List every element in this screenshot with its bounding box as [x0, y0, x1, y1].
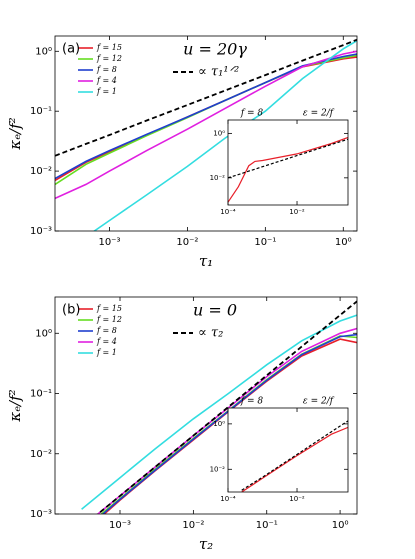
x-tick-label: 10⁻⁴ [220, 495, 236, 503]
y-axis-label: κₑ/f² [6, 389, 24, 422]
y-tick-label: 10⁰ [35, 46, 52, 57]
inset-annotation: ε = 2/f [303, 109, 335, 119]
plot-frame [54, 35, 358, 232]
x-tick-label: 10⁻² [289, 208, 305, 216]
legend-label: f = 15 [96, 43, 122, 52]
series-line [228, 136, 348, 203]
x-tick-label: 10⁻³ [98, 237, 120, 248]
x-tick-label: 10⁻¹ [254, 237, 276, 248]
x-axis-label: τ₁ [199, 252, 213, 270]
x-tick-label: 10⁰ [332, 520, 349, 531]
legend-label: f = 1 [96, 87, 117, 96]
x-tick-label: 10⁻² [289, 495, 305, 503]
legend-label: ∝ τ₂ [198, 326, 223, 341]
inset-background [228, 408, 348, 492]
legend-label: f = 1 [96, 348, 117, 357]
panel-label: (a) [62, 42, 80, 57]
annotation: u = 20γ [183, 40, 247, 59]
inset-background [228, 120, 348, 205]
y-tick-label: 10⁻¹ [30, 106, 52, 117]
series-line [55, 38, 357, 157]
annotation: u = 0 [193, 301, 237, 320]
x-tick-label: 10⁰ [335, 237, 352, 248]
x-tick-label: 10⁻³ [109, 520, 131, 531]
legend-label: f = 15 [96, 304, 122, 313]
legend-label: f = 8 [96, 326, 117, 335]
legend-label: f = 12 [96, 54, 122, 63]
y-axis-label: κₑ/f² [6, 117, 24, 150]
y-tick-label: 10⁰ [213, 420, 225, 428]
legend-label: f = 8 [96, 65, 117, 74]
legend-label: f = 4 [96, 337, 117, 346]
x-axis-label: τ₂ [199, 535, 213, 553]
panel-label: (b) [62, 303, 80, 318]
y-tick-label: 10⁻³ [30, 226, 52, 237]
y-tick-label: 10⁰ [35, 328, 52, 339]
inset-annotation: ε = 2/f [303, 397, 335, 407]
series-line [228, 138, 348, 179]
plot-frame [54, 296, 358, 515]
series-line [241, 426, 348, 492]
legend-label: f = 4 [96, 76, 117, 85]
y-tick-label: 10⁰ [213, 129, 225, 137]
x-tick-label: 10⁻¹ [256, 520, 278, 531]
series-line [55, 50, 357, 200]
x-tick-label: 10⁻² [182, 520, 204, 531]
y-tick-label: 10⁻² [210, 465, 226, 473]
x-tick-label: 10⁻² [176, 237, 198, 248]
x-tick-label: 10⁻⁴ [220, 208, 236, 216]
plot-frame [227, 119, 349, 206]
y-tick-label: 10⁻¹ [30, 389, 52, 400]
y-tick-label: 10⁻³ [30, 509, 52, 520]
legend-label: ∝ τ₁¹ᐟ² [198, 65, 239, 80]
series-line [92, 40, 357, 231]
inset-annotation: f = 8 [240, 109, 264, 119]
y-tick-label: 10⁻² [30, 166, 52, 177]
legend-label: f = 12 [96, 315, 122, 324]
series-line [101, 333, 357, 514]
series-line [241, 420, 348, 491]
y-tick-label: 10⁻² [210, 174, 226, 182]
plot-frame [227, 407, 349, 493]
series-line [81, 314, 357, 510]
inset-annotation: f = 8 [240, 397, 264, 407]
y-tick-label: 10⁻² [30, 449, 52, 460]
series-line [96, 300, 357, 514]
